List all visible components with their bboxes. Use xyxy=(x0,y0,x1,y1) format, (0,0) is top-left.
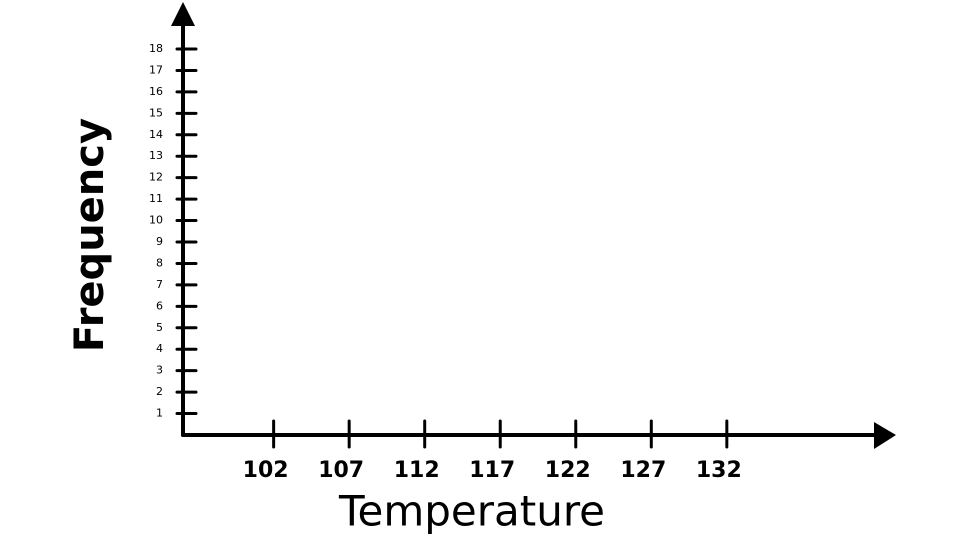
x-tick-label: 122 xyxy=(545,458,591,483)
y-tick-label: 13 xyxy=(149,149,163,162)
y-tick-label: 7 xyxy=(156,278,163,291)
y-tick-label: 16 xyxy=(149,85,163,98)
y-tick-label: 6 xyxy=(156,299,163,312)
y-axis-label: Frequency xyxy=(67,118,113,352)
y-tick-label: 5 xyxy=(156,321,163,334)
y-tick-label: 4 xyxy=(156,342,163,355)
x-axis-label: Temperature xyxy=(338,487,605,536)
y-tick-label: 18 xyxy=(149,42,163,55)
y-tick-label: 9 xyxy=(156,235,163,248)
y-tick-label: 11 xyxy=(149,192,163,205)
x-tick-label: 117 xyxy=(469,458,515,483)
y-tick-label: 10 xyxy=(149,214,163,227)
x-axis-arrow xyxy=(874,422,896,449)
y-axis-arrow xyxy=(171,2,195,26)
y-tick-label: 8 xyxy=(156,256,163,269)
y-tick-label: 12 xyxy=(149,171,163,184)
y-tick-label: 3 xyxy=(156,364,163,377)
x-tick-label: 107 xyxy=(318,458,364,483)
y-tick-label: 15 xyxy=(149,106,163,119)
x-tick-label: 102 xyxy=(243,458,289,483)
y-tick-label: 1 xyxy=(156,407,163,420)
y-tick-label: 17 xyxy=(149,63,163,76)
x-tick-label: 112 xyxy=(394,458,440,483)
y-tick-label: 2 xyxy=(156,385,163,398)
y-tick-label: 14 xyxy=(149,128,163,141)
x-tick-label: 132 xyxy=(696,458,742,483)
x-tick-label: 127 xyxy=(620,458,666,483)
